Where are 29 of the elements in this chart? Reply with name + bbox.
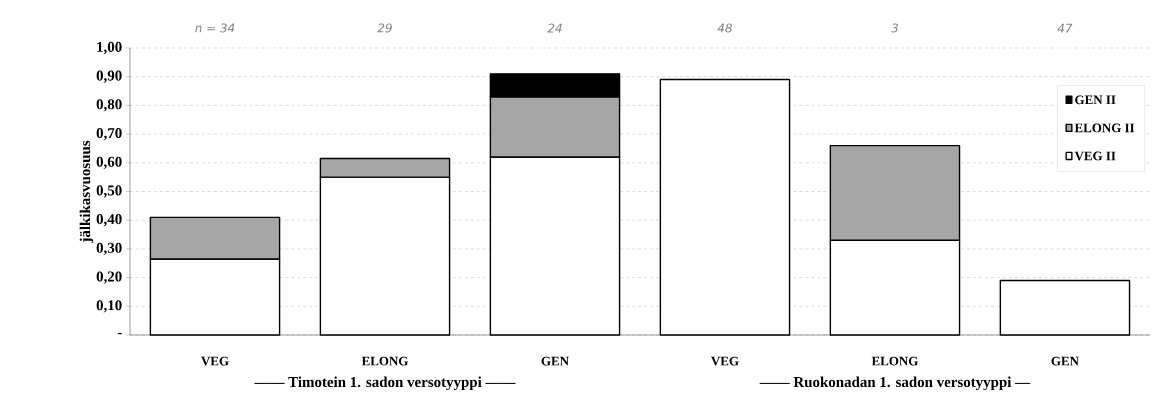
x-tick-label: GEN xyxy=(1051,356,1079,366)
text: —— Timotein 1. sadon versotyyppi —— xyxy=(254,376,516,391)
y-tick-label: 1,00 xyxy=(97,41,122,55)
legend-label: VEG II xyxy=(1074,151,1116,161)
x-tick-label: ELONG xyxy=(871,356,918,366)
y-axis-title: jälkikasvuosuus xyxy=(79,140,94,243)
y-tick-label: 0,10 xyxy=(96,300,122,313)
text: —— Ruokonadan 1. sadon versotyyppi — xyxy=(759,376,1031,391)
y-tick-label: 0,80 xyxy=(96,99,122,112)
x-tick-label: VEG xyxy=(201,356,229,366)
x-tick-label: GEN xyxy=(541,356,569,366)
x-tick-label: ELONG xyxy=(361,356,409,366)
text: 48 xyxy=(717,23,733,33)
text: 29 xyxy=(377,23,392,33)
y-tick-label: 0,20 xyxy=(96,271,122,284)
y-tick-label: - xyxy=(117,332,122,335)
text: n = 34 xyxy=(195,23,235,33)
y-tick-label: 0,90 xyxy=(96,70,122,83)
x-tick-label: VEG xyxy=(711,356,739,366)
y-tick-label: 0,60 xyxy=(96,156,122,169)
text: 47 xyxy=(1057,23,1073,33)
text: 3 xyxy=(891,23,898,33)
legend-label: ELONG II xyxy=(1074,123,1135,133)
y-tick-label: 0,50 xyxy=(96,185,122,198)
y-tick-label: 0,70 xyxy=(96,127,122,141)
y-tick-label: 0,40 xyxy=(96,214,122,227)
y-tick-label: 0,30 xyxy=(96,242,122,256)
text: 24 xyxy=(547,23,562,33)
legend-label: GEN II xyxy=(1075,95,1116,105)
